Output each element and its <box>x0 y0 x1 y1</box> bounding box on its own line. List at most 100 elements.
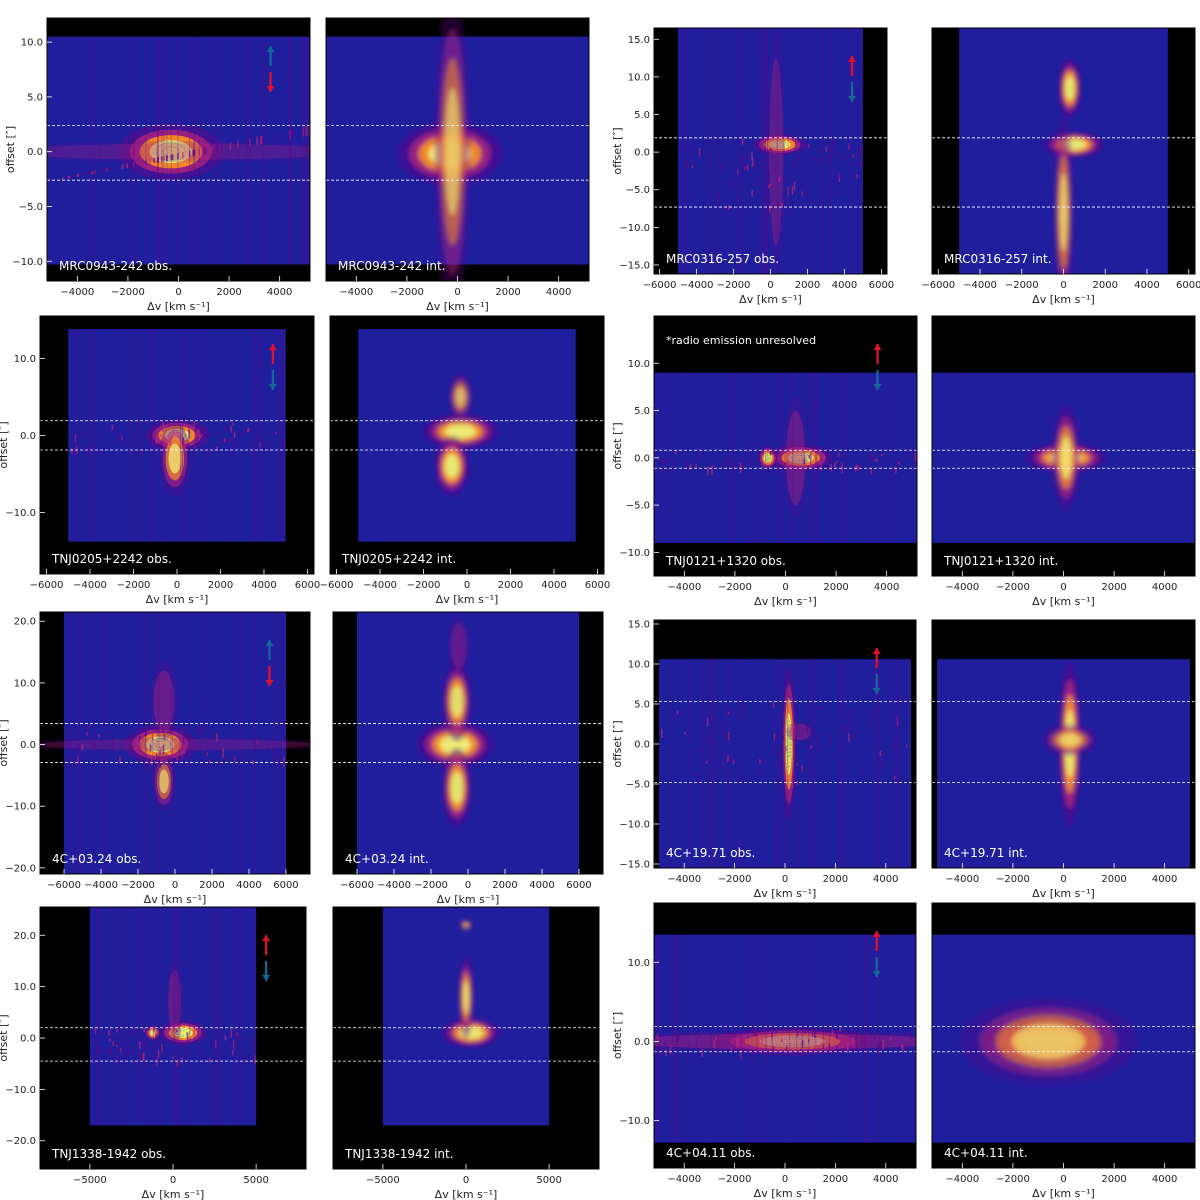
noise-column <box>792 372 794 543</box>
noise-column <box>272 612 275 874</box>
noise-streak <box>796 1031 799 1037</box>
noise-column <box>734 934 736 1143</box>
noise-column <box>119 329 121 542</box>
x-tick-label: −2000 <box>407 580 441 591</box>
x-tick-label: −4000 <box>945 874 979 885</box>
panel-label: 4C+04.11 obs. <box>666 1146 755 1160</box>
y-tick-label: 0.0 <box>27 147 43 158</box>
noise-streak <box>759 759 761 764</box>
contour <box>175 1028 191 1038</box>
noise-column <box>808 372 810 543</box>
noise-column <box>879 372 881 543</box>
x-tick-label: 4000 <box>832 280 857 291</box>
noise-column <box>119 907 122 1126</box>
noise-column <box>289 36 291 265</box>
noise-streak <box>695 464 698 469</box>
noise-streak <box>308 125 310 136</box>
noise-column <box>175 907 177 1126</box>
noise-streak <box>82 172 85 176</box>
noise-streak <box>255 736 258 745</box>
contour <box>454 428 467 435</box>
noise-column <box>242 612 244 874</box>
noise-streak <box>196 437 199 444</box>
noise-streak <box>133 162 135 167</box>
noise-column <box>738 28 740 274</box>
noise-streak <box>241 1036 244 1039</box>
emission-blob <box>789 724 812 740</box>
y-tick-label: −10.0 <box>619 223 650 234</box>
noise-streak <box>836 1033 838 1040</box>
noise-streak <box>84 172 86 176</box>
noise-streak <box>775 1031 777 1035</box>
noise-streak <box>856 1046 858 1053</box>
x-tick-label: 4000 <box>1134 280 1159 291</box>
noise-column <box>841 659 843 868</box>
x-tick-label: 6000 <box>295 580 320 591</box>
noise-streak <box>819 706 822 709</box>
noise-streak <box>220 761 223 765</box>
noise-streak <box>145 159 147 165</box>
x-tick-label: 4000 <box>546 287 571 298</box>
panel-label: MRC0316-257 int. <box>944 252 1052 266</box>
y-tick-label: 20.0 <box>14 617 36 628</box>
panel-label: TNJ0121+1320 int. <box>943 554 1058 568</box>
noise-streak <box>727 711 730 715</box>
noise-column <box>759 28 761 274</box>
emission <box>47 123 310 180</box>
noise-column <box>765 372 767 543</box>
panel-label: 4C+03.24 int. <box>345 852 429 866</box>
noise-streak <box>664 466 666 473</box>
noise-column <box>820 28 823 274</box>
noise-column <box>249 36 251 265</box>
noise-column <box>710 934 712 1143</box>
noise-column <box>198 36 200 265</box>
y-tick-label: 0.0 <box>634 1037 650 1048</box>
noise-streak <box>128 1049 130 1057</box>
noise-streak <box>77 755 79 764</box>
panel-label: TNJ1338-1942 int. <box>344 1147 454 1161</box>
noise-streak <box>158 1042 160 1047</box>
noise-streak <box>810 745 812 749</box>
noise-column <box>897 659 899 868</box>
noise-streak <box>121 164 123 169</box>
annotation: *radio emission unresolved <box>666 334 816 347</box>
y-tick-label: −5.0 <box>19 202 43 213</box>
noise-column <box>289 36 291 265</box>
noise-streak <box>211 145 214 153</box>
noise-streak <box>698 450 701 459</box>
noise-streak <box>81 744 84 751</box>
noise-column <box>154 329 156 542</box>
y-tick-label: −10.0 <box>619 820 650 831</box>
panel-11: −4000 −2000 0 2000 4000 Δv [km s⁻¹] −15.0 −10.0… <box>611 619 917 900</box>
noise-streak <box>93 1039 96 1043</box>
noise-streak <box>870 1049 872 1052</box>
y-tick-label: 0.0 <box>20 740 36 751</box>
noise-column <box>687 659 689 868</box>
noise-streak <box>131 162 134 168</box>
noise-streak <box>241 429 244 435</box>
noise-column <box>131 36 134 265</box>
noise-column <box>869 372 872 543</box>
noise-streak <box>694 772 696 777</box>
noise-column <box>76 612 78 874</box>
noise-streak <box>177 153 179 160</box>
noise-streak <box>142 734 144 743</box>
noise-streak <box>226 437 229 443</box>
noise-streak <box>119 1047 122 1053</box>
panel-label: TNJ0205+2242 int. <box>341 552 456 566</box>
x-tick-label: 6000 <box>585 580 610 591</box>
noise-streak <box>791 186 794 195</box>
noise-streak <box>245 1053 247 1064</box>
noise-streak <box>233 431 236 439</box>
noise-streak <box>231 437 234 441</box>
noise-column <box>911 372 913 543</box>
noise-streak <box>799 1049 802 1057</box>
noise-streak <box>148 432 150 441</box>
noise-column <box>831 28 833 274</box>
noise-streak <box>115 1056 118 1064</box>
noise-column <box>657 934 660 1143</box>
noise-column <box>847 28 849 274</box>
noise-streak <box>74 434 77 445</box>
noise-column <box>137 907 139 1126</box>
emission <box>1041 660 1099 828</box>
